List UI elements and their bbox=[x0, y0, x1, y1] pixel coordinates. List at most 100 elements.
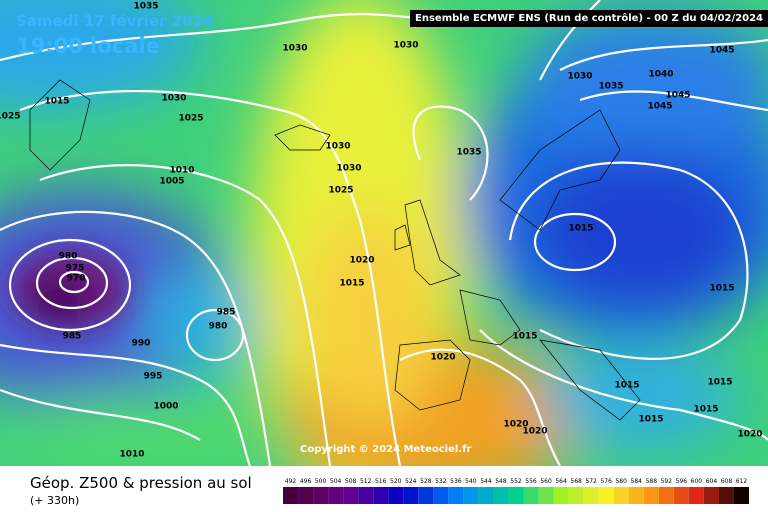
scale-label: 564 bbox=[555, 478, 567, 485]
scale-swatch bbox=[313, 487, 329, 504]
isobar-label: 1045 bbox=[647, 102, 672, 112]
isobar-label: 1025 bbox=[328, 186, 353, 196]
scale-label: 572 bbox=[585, 478, 597, 485]
isobar-label: 1020 bbox=[522, 427, 547, 437]
scale-swatch bbox=[583, 487, 599, 504]
isobar-label: 1025 bbox=[0, 112, 21, 122]
scale-swatch bbox=[373, 487, 389, 504]
map-time: 19:00 locale bbox=[16, 34, 160, 58]
low-core bbox=[10, 250, 130, 330]
scale-label: 556 bbox=[525, 478, 537, 485]
isobar-label: 1030 bbox=[336, 164, 361, 174]
scale-swatch bbox=[478, 487, 494, 504]
isobar-label: 1015 bbox=[339, 279, 364, 289]
scale-label: 596 bbox=[676, 478, 688, 485]
scale-label: 540 bbox=[465, 478, 477, 485]
isobar-label: 1035 bbox=[598, 82, 623, 92]
scale-swatch bbox=[628, 487, 644, 504]
scale-swatch bbox=[538, 487, 554, 504]
scale-label: 500 bbox=[315, 478, 327, 485]
coastlines bbox=[29, 79, 641, 421]
scale-label: 608 bbox=[721, 478, 733, 485]
isobar-label: 1030 bbox=[325, 142, 350, 152]
scale-swatch bbox=[613, 487, 629, 504]
isobar-label: 1035 bbox=[133, 2, 158, 12]
isobar-label: 1020 bbox=[503, 420, 528, 430]
isobar-label: 1030 bbox=[161, 94, 186, 104]
color-scale: 492 496 500 504 508 512 516 520 524 528 532 536 540 5… bbox=[283, 478, 749, 504]
scale-label: 580 bbox=[615, 478, 627, 485]
copyright: Copyright © 2024 Meteociel.fr bbox=[300, 444, 472, 455]
isobar-label: 1015 bbox=[568, 224, 593, 234]
isobar-label: 1015 bbox=[709, 284, 734, 294]
scale-swatch bbox=[673, 487, 689, 504]
scale-label: 552 bbox=[510, 478, 522, 485]
scale-label: 504 bbox=[330, 478, 342, 485]
scale-label: 512 bbox=[360, 478, 372, 485]
isobar-label: 1040 bbox=[648, 70, 673, 80]
isobar-label: 1015 bbox=[638, 415, 663, 425]
isobar-label: 985 bbox=[217, 308, 236, 318]
isobar-label: 1015 bbox=[44, 97, 69, 107]
scale-swatch bbox=[283, 487, 299, 504]
isobar-label: 1045 bbox=[665, 91, 690, 101]
scale-label: 536 bbox=[450, 478, 462, 485]
scale-label: 584 bbox=[631, 478, 643, 485]
scale-swatch bbox=[418, 487, 434, 504]
isobar-label: 1045 bbox=[709, 46, 734, 56]
scale-label: 600 bbox=[691, 478, 703, 485]
footer-lead: (+ 330h) bbox=[30, 494, 80, 507]
scale-swatch bbox=[733, 487, 749, 504]
scale-label: 588 bbox=[646, 478, 658, 485]
scale-swatch bbox=[568, 487, 584, 504]
scale-label: 592 bbox=[661, 478, 673, 485]
isobar-label: 1025 bbox=[178, 114, 203, 124]
scale-swatch bbox=[508, 487, 524, 504]
scale-label: 604 bbox=[706, 478, 718, 485]
scale-label: 492 bbox=[285, 478, 297, 485]
isobar-label: 1035 bbox=[456, 148, 481, 158]
scale-swatch bbox=[298, 487, 314, 504]
isobar-label: 1010 bbox=[119, 450, 144, 460]
isobar-label: 1020 bbox=[737, 430, 762, 440]
isobar-label: 985 bbox=[63, 332, 82, 342]
isobars bbox=[0, 0, 768, 466]
isobar-label: 1020 bbox=[349, 256, 374, 266]
isobar-label: 1020 bbox=[430, 353, 455, 363]
scale-label: 612 bbox=[736, 478, 748, 485]
scale-swatch bbox=[463, 487, 479, 504]
footer-title: Géop. Z500 & pression au sol bbox=[30, 474, 252, 492]
scale-label: 520 bbox=[390, 478, 402, 485]
isobar-label: 1010 bbox=[169, 166, 194, 176]
scale-label: 568 bbox=[570, 478, 582, 485]
isobar-label: 1015 bbox=[512, 332, 537, 342]
scale-label: 544 bbox=[480, 478, 492, 485]
scale-label: 508 bbox=[345, 478, 357, 485]
scale-swatch bbox=[523, 487, 539, 504]
scale-label: 524 bbox=[405, 478, 417, 485]
scale-label: 528 bbox=[420, 478, 432, 485]
scale-swatch bbox=[433, 487, 449, 504]
isobar-label: 975 bbox=[66, 264, 85, 274]
scale-swatch bbox=[553, 487, 569, 504]
scale-label: 496 bbox=[300, 478, 312, 485]
isobar-label: 1005 bbox=[159, 177, 184, 187]
scale-swatch bbox=[448, 487, 464, 504]
scale-label: 548 bbox=[495, 478, 507, 485]
isobar-label: 1030 bbox=[393, 41, 418, 51]
scale-swatch bbox=[343, 487, 359, 504]
scale-swatch bbox=[688, 487, 704, 504]
scale-swatch bbox=[388, 487, 404, 504]
scale-label: 532 bbox=[435, 478, 447, 485]
isobar-label: 1030 bbox=[567, 72, 592, 82]
isobar-label: 980 bbox=[59, 252, 78, 262]
isobar-label: 1030 bbox=[282, 44, 307, 54]
scale-swatch bbox=[403, 487, 419, 504]
scale-swatch bbox=[358, 487, 374, 504]
isobar-label: 1015 bbox=[707, 378, 732, 388]
scale-swatch bbox=[598, 487, 614, 504]
scale-swatch bbox=[703, 487, 719, 504]
